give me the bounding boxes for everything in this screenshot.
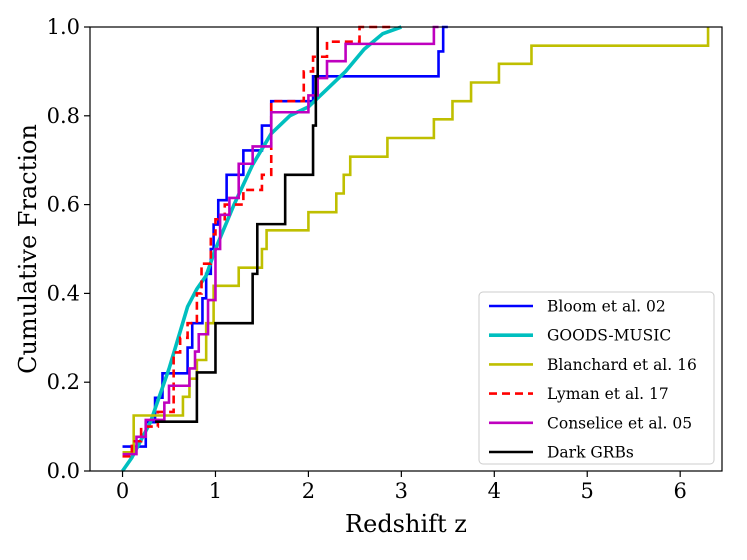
series-layer — [121, 25, 710, 473]
legend-label-2: Blanchard et al. 16 — [547, 356, 697, 374]
tick-layer: 0 1 2 3 4 5 6 0.0 0.2 0.4 0.6 0.8 1.0 — [47, 15, 687, 503]
y-tick-label-3: 0.6 — [47, 193, 80, 217]
y-tick-label-1: 0.2 — [47, 370, 80, 394]
plot-frame — [89, 26, 723, 472]
series-line-3 — [122, 25, 393, 458]
y-tick-label-2: 0.4 — [47, 281, 80, 305]
legend-label-0: Bloom et al. 02 — [547, 298, 666, 316]
series-line-5 — [155, 27, 320, 424]
legend-label-4: Conselice et al. 05 — [547, 414, 692, 432]
y-tick-label-0: 0.0 — [47, 459, 80, 483]
x-tick-label-1: 1 — [209, 479, 222, 503]
x-tick-label-2: 2 — [302, 479, 315, 503]
legend-box — [478, 291, 715, 465]
x-axis-label: Redshift z — [345, 510, 467, 538]
x-tick-label-0: 0 — [116, 479, 129, 503]
x-tick-label-4: 4 — [488, 479, 501, 503]
y-axis-label: Cumulative Fraction — [14, 124, 42, 374]
legend-label-5: Dark GRBs — [547, 444, 634, 462]
legend: Bloom et al. 02 GOODS-MUSIC Blanchard et a… — [478, 291, 715, 465]
legend-label-3: Lyman et al. 17 — [547, 385, 669, 403]
series-line-4 — [122, 25, 439, 456]
y-tick-label-4: 0.8 — [47, 104, 80, 128]
x-tick-label-3: 3 — [395, 479, 408, 503]
legend-label-1: GOODS-MUSIC — [547, 327, 671, 345]
x-tick-label-6: 6 — [673, 479, 686, 503]
y-tick-label-5: 1.0 — [47, 15, 80, 39]
x-tick-label-5: 5 — [581, 479, 594, 503]
series-line-0 — [122, 25, 448, 448]
